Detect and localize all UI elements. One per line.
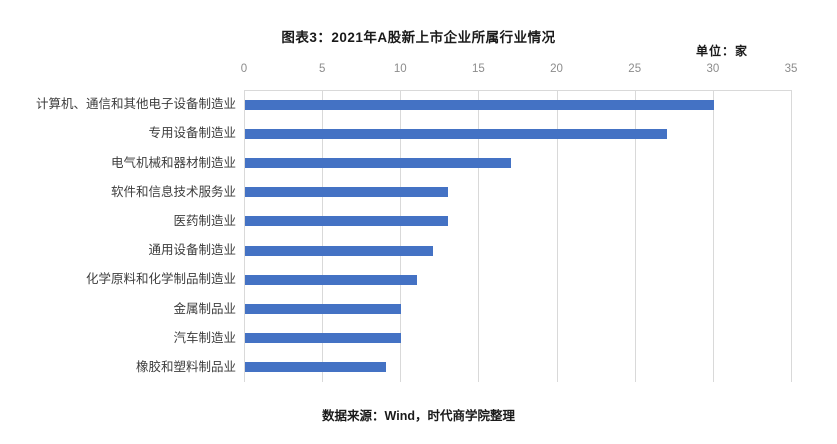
x-tick-label: 30 xyxy=(706,63,720,75)
bar xyxy=(245,304,402,314)
chart-title: 图表3：2021年A股新上市企业所属行业情况 xyxy=(281,30,556,45)
unit-label: 单位：家 xyxy=(696,44,749,58)
category-label: 电气机械和器材制造业 xyxy=(110,155,236,170)
x-tick-label: 5 xyxy=(318,63,326,75)
gridline xyxy=(556,90,558,382)
category-label: 化学原料和化学制品制造业 xyxy=(85,272,236,287)
gridline xyxy=(400,90,402,382)
bar xyxy=(245,158,511,168)
x-tick-label: 15 xyxy=(472,63,485,75)
gridline xyxy=(791,90,792,382)
source-note: 数据来源：Wind，时代商学院整理 xyxy=(322,409,515,423)
x-tick-label: 25 xyxy=(628,63,642,75)
bar xyxy=(245,274,417,285)
bar xyxy=(245,99,714,110)
category-label: 软件和信息技术服务业 xyxy=(110,184,236,199)
category-label: 汽车制造业 xyxy=(173,330,236,345)
category-label: 专用设备制造业 xyxy=(148,126,236,141)
gridline xyxy=(244,90,245,382)
bar xyxy=(245,128,667,139)
x-tick-label: 35 xyxy=(784,63,798,75)
gridline xyxy=(478,90,480,382)
gridline xyxy=(322,90,324,382)
x-tick-label: 20 xyxy=(550,63,563,75)
bar xyxy=(245,216,449,227)
bar xyxy=(245,333,402,344)
category-label: 金属制品业 xyxy=(173,301,236,316)
gridline xyxy=(712,90,714,382)
gridline xyxy=(634,90,636,382)
x-tick-label: 0 xyxy=(240,63,248,75)
category-label: 医药制造业 xyxy=(173,213,236,228)
axis-line-top xyxy=(244,90,791,91)
category-label: 橡胶和塑料制品业 xyxy=(135,359,236,374)
category-label: 计算机、通信和其他电子设备制造业 xyxy=(35,97,236,112)
bar xyxy=(245,362,386,373)
bar xyxy=(245,245,433,256)
bar xyxy=(245,187,449,198)
x-tick-label: 10 xyxy=(393,63,407,75)
category-label: 通用设备制造业 xyxy=(148,243,236,258)
